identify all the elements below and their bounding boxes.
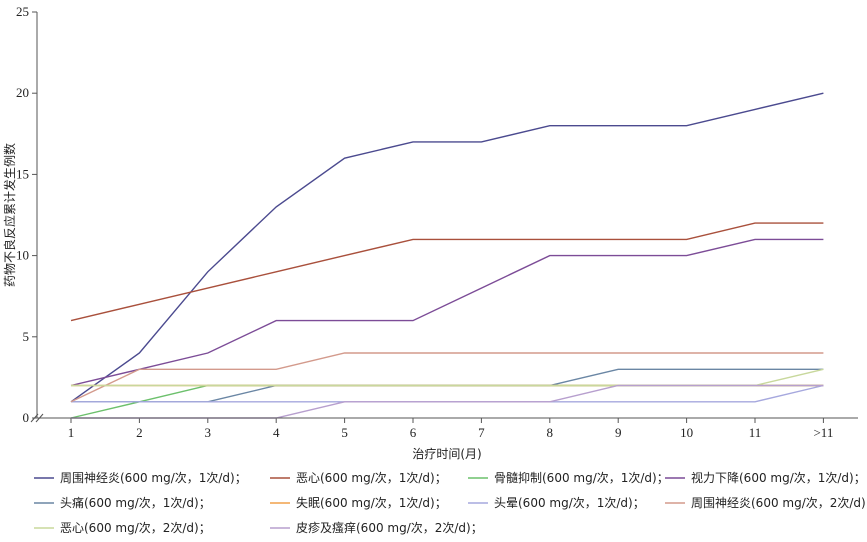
- legend-label-2: 恶心(600 mg/次，1次/d)；: [296, 471, 447, 485]
- x-tick-label: 8: [547, 425, 554, 440]
- legend-label-4: 视力下降(600 mg/次，1次/d)；: [691, 470, 866, 485]
- x-tick-label: 6: [410, 425, 417, 440]
- y-tick-label: 0: [23, 410, 30, 425]
- y-tick-label: 10: [16, 248, 29, 263]
- axis-break-mark: [30, 413, 44, 423]
- x-tick-label: 4: [273, 425, 280, 440]
- y-axis-ticks: 0 5 10 15 20 25: [16, 4, 37, 425]
- x-tick-label: 10: [680, 425, 693, 440]
- x-tick-label: 1: [68, 425, 75, 440]
- legend-label-3: 骨髓抑制(600 mg/次，1次/d)；: [494, 470, 669, 485]
- x-tick-label: 7: [478, 425, 485, 440]
- legend-label-5: 头痛(600 mg/次，1次/d)；: [60, 495, 211, 510]
- series-lines: [70, 92, 824, 419]
- y-tick-label: 15: [16, 166, 29, 181]
- legend-label-9: 恶心(600 mg/次，2次/d)；: [60, 521, 211, 535]
- x-tick-label: 9: [615, 425, 622, 440]
- series-line-2: [70, 222, 824, 322]
- y-tick-label: 5: [23, 329, 30, 344]
- legend-label-7: 头晕(600 mg/次，1次/d)；: [494, 496, 645, 510]
- x-tick-label: 3: [205, 425, 212, 440]
- legend-label-10: 皮疹及瘙痒(600 mg/次，2次/d)；: [296, 520, 483, 535]
- legend-label-8: 周围神经炎(600 mg/次，2次/d)；: [691, 496, 867, 510]
- x-tick-label: 5: [341, 425, 348, 440]
- y-tick-label: 20: [16, 85, 29, 100]
- x-axis-ticks: 1 2 3 4 5 6 7 8 9 10 11 >11: [68, 418, 833, 440]
- legend-label-6: 失眠(600 mg/次，1次/d)；: [296, 495, 447, 510]
- x-tick-label: >11: [813, 425, 833, 440]
- x-axis-title: 治疗时间(月): [412, 447, 481, 461]
- y-axis-title: 药物不良反应累计发生例数: [2, 143, 17, 287]
- x-tick-label: 2: [136, 425, 143, 440]
- legend: 周围神经炎(600 mg/次，1次/d)； 恶心(600 mg/次，1次/d)； 骨…: [34, 470, 867, 535]
- series-line-8: [70, 352, 824, 403]
- series-line-1: [70, 92, 824, 403]
- x-tick-label: 11: [749, 425, 762, 440]
- legend-label-1: 周围神经炎(600 mg/次，1次/d)；: [60, 471, 247, 485]
- series-line-9: [71, 368, 824, 387]
- y-tick-label: 25: [16, 4, 29, 19]
- series-line-4: [70, 238, 824, 387]
- series-line-7: [71, 384, 824, 403]
